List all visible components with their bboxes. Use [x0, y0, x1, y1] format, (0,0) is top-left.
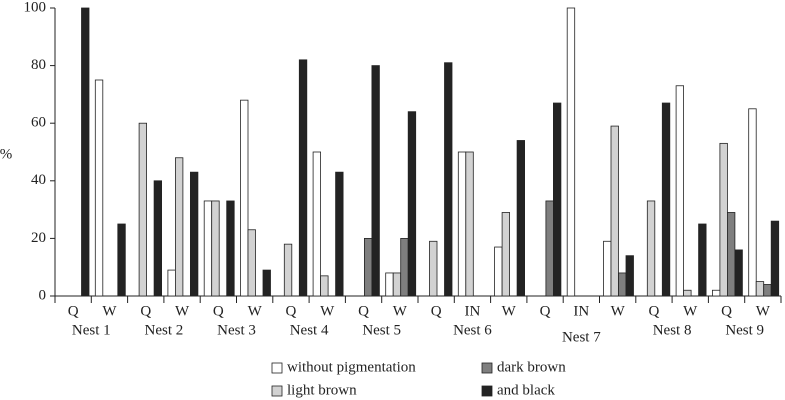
y-tick-label: 100	[24, 0, 47, 15]
y-axis-label: %	[0, 146, 12, 162]
bar	[712, 289, 721, 297]
legend-swatch	[481, 362, 493, 374]
bar	[719, 142, 728, 297]
bar	[240, 99, 249, 297]
bar	[153, 180, 163, 297]
bar	[675, 85, 684, 297]
x-tick-label: IN	[465, 303, 481, 319]
bar	[226, 200, 235, 297]
bar	[545, 200, 554, 297]
y-tick-label: 60	[31, 115, 46, 131]
bar	[262, 269, 271, 297]
bar	[94, 79, 104, 297]
x-tick-label: W	[102, 303, 117, 319]
bar	[763, 284, 772, 297]
bar	[81, 7, 90, 297]
x-tick-label: W	[683, 303, 698, 319]
bar	[400, 237, 409, 297]
bar	[189, 171, 199, 297]
bar	[748, 108, 757, 297]
bar	[138, 122, 148, 297]
x-tick-label: Q	[140, 303, 151, 319]
bar	[603, 240, 612, 297]
x-tick-label: Q	[540, 303, 551, 319]
bar	[371, 65, 380, 297]
bar	[770, 220, 780, 297]
bar	[727, 212, 736, 297]
legend-label: without pigmentation	[287, 359, 416, 375]
bar	[755, 281, 765, 297]
legend-label: dark brown	[497, 359, 566, 375]
bar	[553, 102, 562, 297]
group-label: Nest 6	[453, 322, 492, 338]
bar	[320, 275, 329, 297]
bar	[698, 223, 707, 297]
bar	[247, 229, 256, 297]
bar	[618, 272, 627, 297]
group-label: Nest 2	[145, 322, 184, 338]
group-label: Nest 1	[72, 322, 111, 338]
bar	[312, 151, 322, 297]
group-label: Nest 8	[653, 322, 692, 338]
bar	[734, 249, 743, 297]
x-tick-label: W	[611, 303, 626, 319]
bar	[211, 200, 220, 297]
legend-swatch	[271, 385, 283, 397]
bar	[457, 151, 467, 297]
x-tick-label: Q	[721, 303, 732, 319]
group-label: Nest 3	[217, 322, 256, 338]
bar	[335, 171, 344, 297]
bar	[407, 111, 417, 297]
x-tick-label: Q	[68, 303, 79, 319]
legend-swatch	[271, 362, 283, 374]
group-label: Nest 5	[362, 322, 401, 338]
bar	[429, 240, 438, 297]
bar	[516, 140, 525, 297]
bar	[203, 200, 213, 297]
bar	[174, 157, 184, 297]
bar	[444, 62, 453, 297]
x-tick-label: Q	[213, 303, 224, 319]
y-tick-label: 80	[31, 57, 46, 73]
group-label: Nest 9	[725, 322, 764, 338]
x-tick-label: Q	[649, 303, 660, 319]
x-tick-label: Q	[286, 303, 297, 319]
x-tick-label: Q	[431, 303, 442, 319]
y-tick-label: 20	[31, 230, 46, 246]
bar	[385, 272, 394, 297]
bar	[465, 151, 474, 297]
bar	[661, 102, 671, 297]
bar	[392, 272, 402, 297]
bar	[625, 255, 634, 297]
x-tick-label: W	[175, 303, 190, 319]
bar	[646, 200, 656, 297]
y-tick-label: 0	[39, 287, 47, 303]
bar	[117, 223, 126, 297]
x-tick-label: IN	[573, 303, 589, 319]
x-tick-label: Q	[358, 303, 369, 319]
group-label: Nest 4	[290, 322, 329, 338]
legend-swatch	[481, 385, 493, 397]
legend-label: and black	[497, 382, 555, 398]
bar	[494, 246, 503, 297]
x-tick-label: W	[248, 303, 263, 319]
x-tick-label: W	[393, 303, 408, 319]
bar	[610, 125, 619, 297]
group-label: Nest 7	[562, 329, 601, 345]
x-tick-label: W	[756, 303, 771, 319]
bar	[566, 7, 576, 297]
y-tick-label: 40	[31, 172, 46, 188]
bar	[683, 289, 692, 297]
bar	[283, 243, 293, 297]
bar	[167, 269, 176, 297]
bar	[363, 237, 373, 297]
legend-label: light brown	[287, 382, 357, 398]
x-tick-label: W	[502, 303, 517, 319]
bar	[501, 212, 511, 297]
x-tick-label: W	[320, 303, 335, 319]
bar	[298, 59, 308, 297]
